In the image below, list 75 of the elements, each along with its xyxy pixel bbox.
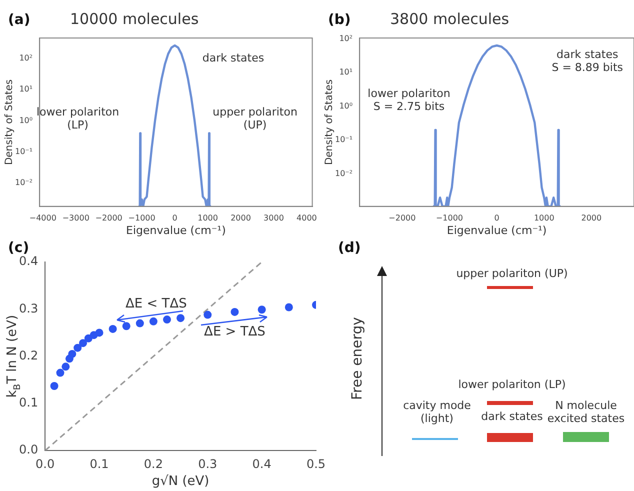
chart-title: 3800 molecules [390,10,510,28]
point [284,303,293,312]
x-tick-label: 0.3 [198,456,218,471]
text: (a) [8,12,30,28]
x-tick-label: 0.2 [144,456,163,471]
y-tick-label: 10⁻² [15,178,33,188]
annotation: dark states [202,52,264,65]
point [68,350,76,358]
y-tick-label: 0.3 [18,301,38,316]
y-tick-label: 0.1 [18,396,38,410]
annotation: ΔE < TΔS [125,296,187,312]
annotation: ΔE > TΔS [204,324,266,340]
x-axis-title: g√N (eV) [152,474,210,489]
y-tick-label: 10¹ [339,68,353,77]
point [95,328,104,337]
y-tick-label: 0.2 [18,348,38,362]
x-tick-label: 3000 [264,213,284,222]
x-tick-label: 0.0 [36,456,55,471]
point [204,310,212,319]
text: (c) [8,240,30,256]
text: (b) [328,12,351,28]
y-axis-title: Density of States [324,79,335,166]
text: cavity mode (light) [403,399,471,425]
x-tick-label: 0 [172,213,178,222]
y-axis-title: Density of States [4,79,15,166]
x-tick-label: −1000 [436,213,464,222]
y-tick-label: 10⁻¹ [15,147,33,156]
x-tick-label: −4000 [29,213,56,222]
y-tick-label: 10¹ [19,84,33,94]
y-tick-label: 10⁻² [335,169,353,178]
point [56,368,64,377]
annotation: upper polariton (UP) [212,105,298,132]
point [74,344,82,352]
y-tick-label: 10² [19,53,33,62]
point [258,306,266,314]
point [149,317,158,326]
x-tick-label: −2000 [95,213,122,222]
x-tick-label: −1000 [128,213,156,222]
x-tick-label: 0.4 [252,456,272,471]
x-tick-label: −2000 [388,213,416,222]
x-tick-label: 2000 [581,213,602,222]
text: Free energy [350,316,366,402]
x-axis-title: Eigenvalue (cm⁻¹) [126,224,226,237]
x-tick-label: 1000 [534,213,554,222]
point [176,314,185,322]
y-tick-label: 10⁰ [19,116,33,125]
point [136,319,144,328]
x-tick-label: 2000 [230,213,251,222]
y-tick-label: 10² [339,34,353,43]
y-tick-label: 10⁻¹ [335,135,353,144]
point [230,308,239,316]
y-tick-label: 10⁰ [339,101,353,110]
point [62,362,70,371]
x-tick-label: 1000 [198,213,218,222]
point [79,339,88,348]
point [108,324,117,333]
y-tick-label: 0.4 [18,254,38,268]
text: upper polariton (UP) [455,267,569,280]
x-axis-title: Eigenvalue (cm⁻¹) [446,224,547,237]
x-tick-label: −3000 [62,213,90,222]
point [122,322,130,330]
x-tick-label: 0.5 [306,456,326,471]
text: dark states [481,410,543,423]
text: lower polariton (LP) [457,378,567,391]
point [162,316,171,324]
chart-title: 10000 molecules [70,10,199,28]
x-tick-label: 0 [494,213,500,222]
text: N molecule excited states [547,399,625,425]
annotation: lower polariton S = 2.75 bits [368,86,450,113]
annotation: dark states S = 8.89 bits [552,48,624,74]
x-tick-label: 4000 [296,213,317,222]
x-tick-label: 0.1 [90,456,109,471]
point [50,382,58,390]
text: (d) [338,240,361,256]
y-tick-label: 0.0 [18,442,38,457]
